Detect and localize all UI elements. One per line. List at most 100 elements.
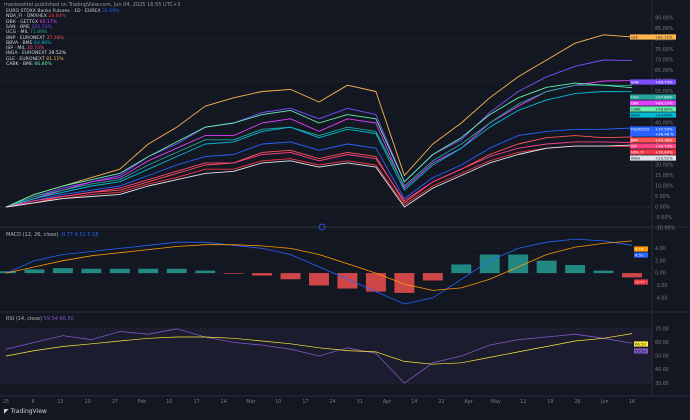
price-tag-label: FESX2025 [631,127,649,131]
series-line-nda-fi [5,145,633,208]
macd-axis-tick: 0.00 [655,271,666,277]
macd-histogram-bar [536,260,557,274]
macd-axis-tick: -2.00 [655,283,667,289]
rsi-axis-tick: 40.00 [655,367,669,373]
legend-item-label: UCG · MIL [6,30,30,36]
legend-item: GLE · EURONEXT 81.11% [6,57,64,63]
price-tag-value-bg [654,137,676,143]
x-axis-tick: May [491,399,501,405]
macd-histogram-bar [24,269,45,274]
rsi-ma-line [5,333,633,365]
published-caption: mankooktel published on TradingView.com,… [4,2,181,8]
legend-item: INGA · EURONEXT 29.52% [6,51,66,57]
macd-histogram-bar [565,265,586,274]
rsi-tag-bg [634,348,648,354]
tv-mark-icon: ◤ [4,408,9,415]
series-line-euro-stoxx-banks [5,127,633,208]
legend-item-label: EURO STOXX Banks Futures · 1D · EUREX [6,9,102,14]
price-tag-bg [630,79,654,85]
price-tag-value-bg [654,155,676,161]
tv-brand: TradingView [10,408,47,415]
legend-item-value: 28.84% [48,14,66,20]
x-axis-tick: 17 [302,399,308,405]
price-tag-bg [630,112,654,118]
legend-item: CABK · BME 66.80% [6,62,52,68]
price-tag-label: INGA [631,156,641,160]
price-tag-label: DBK [631,101,639,105]
price-tag-value: +57.89% [655,94,673,99]
price-tag-value: +28.84% [655,149,673,154]
legend-item: ISP · MIL 30.73% [6,46,44,52]
price-tag-label: GLE [631,35,639,39]
x-axis-tick: Jun [600,399,609,405]
main-axis-tick: 15.00% [655,173,674,179]
macd-histogram-bar [280,273,301,280]
price-tag-label: SAN [631,80,639,84]
main-axis-tick: 65.00% [655,68,674,74]
x-axis-tick: 6 [32,399,35,405]
macd-axis-tick: 2.00 [655,258,666,264]
legend-item-label: BBVA · BME [6,40,35,46]
macd-histogram-bar [252,273,273,276]
rsi-label-text: RSI (14, close) [6,316,43,322]
macd-histogram-bar [394,273,415,293]
price-tag-bg [630,34,654,40]
legend-item-label: BNP · EURONEXT [6,35,47,41]
price-tag-value-bg [654,94,676,100]
main-axis-tick: 25.00% [655,152,674,158]
legend-item: NDA_FI · OMXHEX 28.84% [6,14,66,20]
price-tag-value-bg [654,126,676,132]
price-tag-value-bg [654,79,676,85]
x-axis-tick: 27 [112,399,118,405]
rsi-line [5,328,633,384]
macd-histogram-bar [81,268,102,274]
alert-marker-icon [318,223,326,231]
price-tag-bg [630,131,654,137]
x-axis-tick: 22 [438,399,444,405]
price-tag-label: BBVA [631,113,641,117]
x-axis-tick: 24 [221,399,227,405]
macd-tag-bg [634,252,648,258]
main-axis-tick: 70.00% [655,58,674,64]
macd-label-text: MACD (12, 26, close) [6,232,59,238]
price-tag-bg [630,143,654,149]
rsi-values: 59.54 66.50 [43,316,74,322]
tradingview-logo: ◤ TradingView [4,408,47,415]
legend-item-value: 30.73% [26,46,45,52]
x-axis-tick: 31 [357,399,363,405]
legend-item-value: 66.80% [34,62,52,67]
price-tag-bg [630,100,654,106]
macd-histogram-bar [195,270,216,274]
main-axis-tick: 75.00% [655,47,674,53]
legend-item: UCG · MIL 71.89% [6,30,47,36]
price-tag-label: NDA_FI [631,150,644,154]
price-tag-label: ISP [631,144,637,148]
series-line-dbk [5,80,633,208]
price-tag-bg [630,149,654,155]
price-tag-value-bg [654,143,676,149]
legend-item-value: 81.11% [46,56,64,62]
macd-axis-tick: -4.00 [655,295,667,301]
x-axis-tick: 25 [3,399,9,405]
macd-tag-value: -0.77 [635,279,645,284]
legend-item-label: NDA_FI · OMXHEX [6,14,49,20]
legend-item: EURO STOXX Banks Futures · 1D · EUREX 31… [6,9,119,15]
series-line-ucg [5,84,633,208]
price-tag-value: +29.52% [655,155,673,160]
price-tag-value: +36.48 % [655,131,674,136]
x-axis-tick: 14 [411,399,417,405]
x-axis-tick: 19 [547,399,553,405]
series-line-bbva [5,91,633,208]
macd-histogram-bar [109,268,130,274]
macd-histogram-bar [52,268,73,274]
legend-item-value: 71.89% [29,30,48,36]
series-line-gle [5,34,633,208]
legend-item: BNP · EURONEXT 37.38% [6,36,64,42]
main-axis-tick: 40.00% [655,121,674,127]
price-tag-label: CABK [631,107,641,111]
macd-histogram-bar [451,264,472,274]
price-tag-label: BNP [631,138,639,142]
macd-tag-value: 4.51 [635,252,644,257]
